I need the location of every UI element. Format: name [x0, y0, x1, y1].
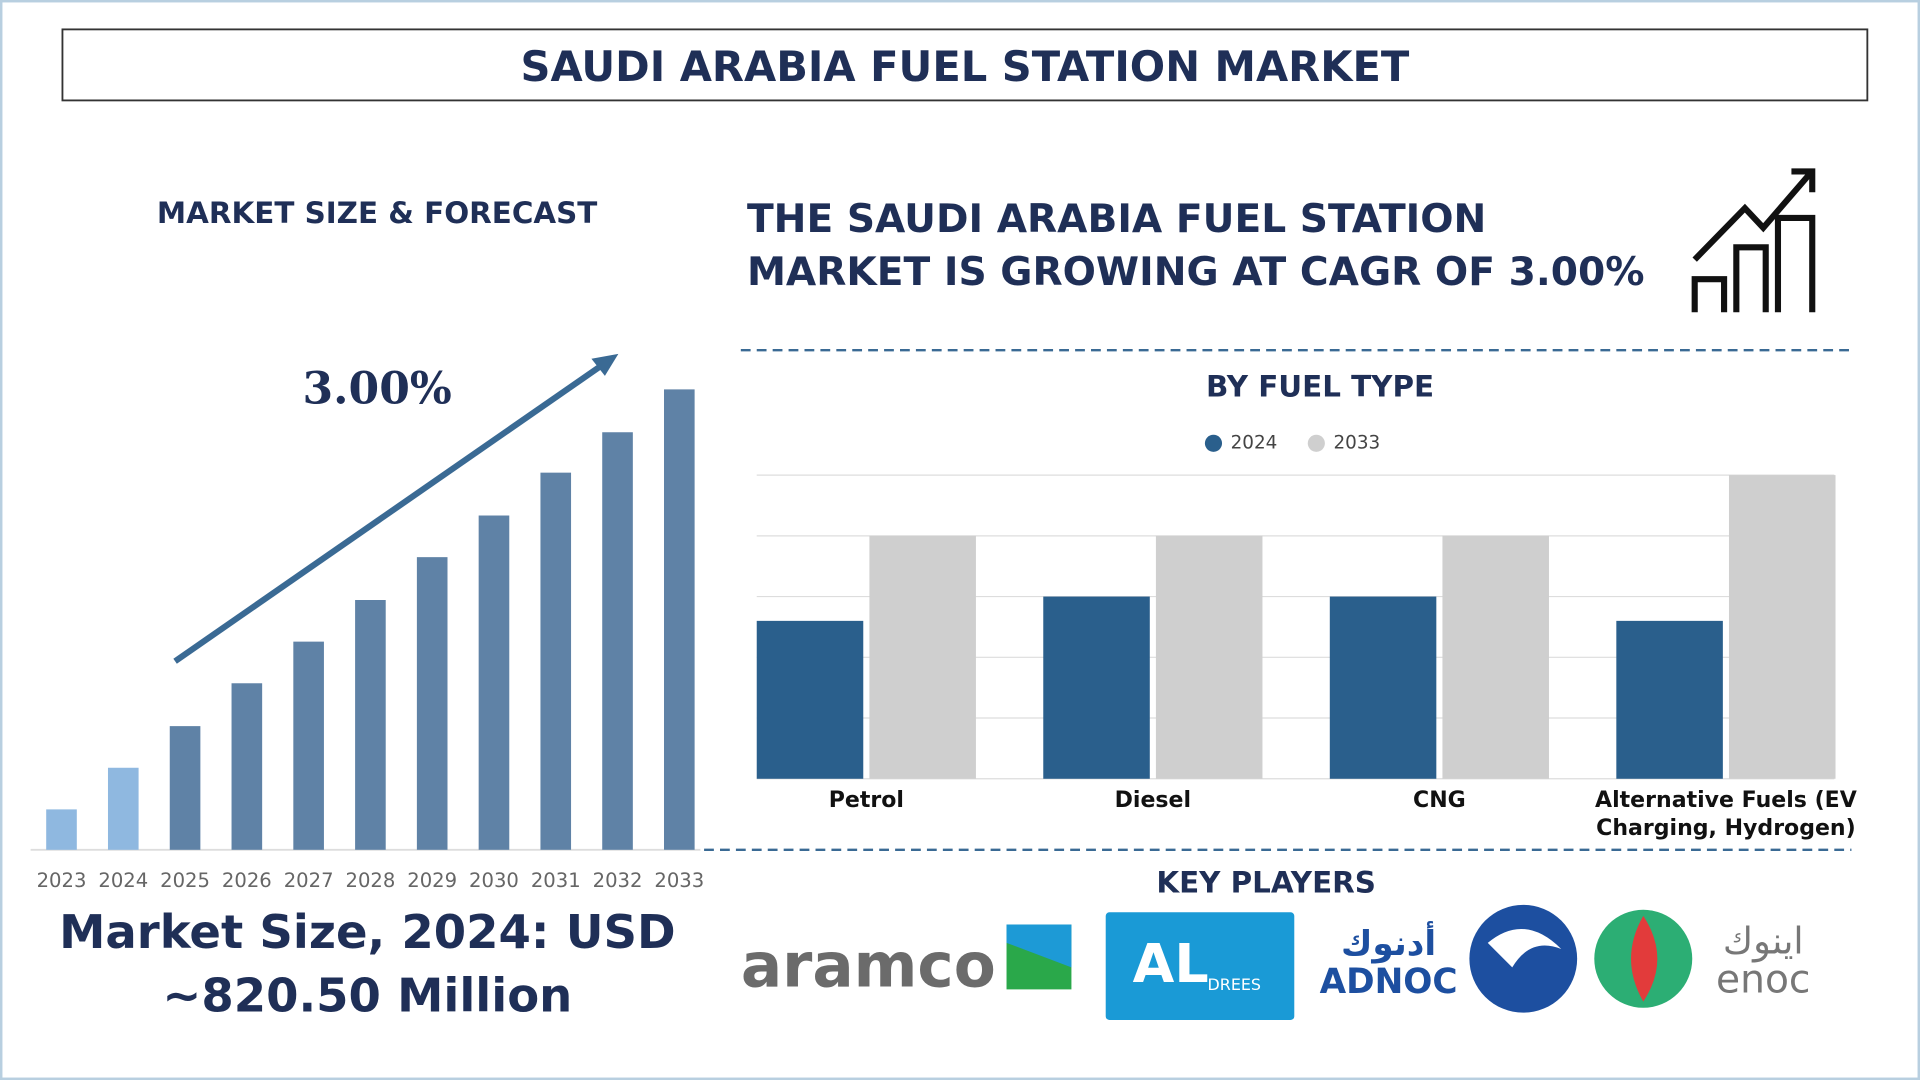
- logo-aldrees-box: [1105, 912, 1295, 1020]
- title: SAUDI ARABIA FUEL STATION MARKET: [520, 42, 1409, 91]
- fuel-chart-title: BY FUEL TYPE: [1206, 370, 1434, 404]
- x-tick-label: 2026: [222, 869, 272, 892]
- x-tick-label: Petrol: [828, 787, 904, 814]
- x-tick-label: 2033: [654, 869, 704, 892]
- bar: [293, 641, 324, 850]
- logo-enoc-mark: [1631, 915, 1658, 1002]
- market-size: Market Size, 2024: USD ~820.50 Million: [59, 904, 676, 1023]
- category-label-box: Alternative Fuels (EV Charging, Hydrogen…: [1595, 787, 1857, 842]
- logo-aramco: aramco: [741, 930, 996, 1001]
- logo-aramco-mark: [1006, 924, 1072, 968]
- legend-swatch: [1307, 434, 1325, 452]
- headline-line1: THE SAUDI ARABIA FUEL STATION: [747, 197, 1486, 242]
- cagr-label: 3.00%: [303, 363, 452, 414]
- bar: [1728, 475, 1836, 779]
- growth-icon: [1691, 168, 1816, 313]
- x-tick-label: 2032: [593, 869, 643, 892]
- bar: [169, 726, 201, 850]
- logo-adnoc: ADNOC: [1320, 962, 1458, 1002]
- bar: [231, 683, 263, 850]
- x-tick-label: CNG: [1413, 787, 1466, 814]
- bar: [540, 472, 572, 850]
- growth-arrow: [173, 353, 619, 664]
- forecast-heading: MARKET SIZE & FORECAST: [157, 196, 597, 230]
- logo-aldrees-al: AL: [1133, 932, 1209, 995]
- bar: [869, 535, 976, 779]
- logo-adnoc-mark: [1469, 904, 1578, 1013]
- category-label-box: CNG: [1413, 787, 1466, 814]
- category-label-box: Petrol: [828, 787, 904, 814]
- category-label-box: Diesel: [1114, 787, 1192, 814]
- logo-adnoc-mark: [1487, 928, 1562, 968]
- bar: [1442, 535, 1549, 779]
- bar: [664, 389, 695, 850]
- bar: [355, 600, 386, 850]
- logos: aramco AL DREES أدنوك ADNOC اينوك enoc: [741, 904, 1810, 1020]
- logo-aldrees-drees: DREES: [1208, 975, 1261, 994]
- bar: [1329, 596, 1437, 779]
- logo-enoc: enoc: [1716, 958, 1810, 1003]
- legend-swatch: [1204, 434, 1223, 452]
- x-tick-label: 2030: [469, 869, 519, 892]
- bar: [1616, 620, 1723, 779]
- x-tick-label: 2024: [98, 869, 148, 892]
- bar: [1155, 535, 1263, 779]
- bar: [1043, 596, 1150, 779]
- x-tick-label: Diesel: [1114, 787, 1192, 814]
- x-tick-label: 2025: [160, 869, 210, 892]
- x-tick-label: 2031: [531, 869, 581, 892]
- x-tick-label: Alternative Fuels (EV Charging, Hydrogen…: [1595, 787, 1857, 842]
- x-tick-label: 2029: [407, 869, 457, 892]
- bar: [478, 515, 510, 850]
- bar: [756, 620, 864, 779]
- logo-adnoc-ar: أدنوك: [1341, 921, 1436, 964]
- x-tick-label: 2023: [37, 869, 87, 892]
- title-box: [61, 28, 1869, 102]
- bar: [602, 432, 633, 850]
- market-size-box: Market Size, 2024: USD ~820.50 Million: [59, 904, 676, 1023]
- legend-label: 2024: [1231, 432, 1278, 453]
- bar: [46, 809, 77, 850]
- x-tick-label: 2027: [284, 869, 334, 892]
- logo-enoc-ar: اينوك: [1723, 919, 1804, 962]
- key-players-heading: KEY PLAYERS: [1156, 866, 1376, 900]
- bar: [107, 767, 139, 850]
- headline-line2: MARKET IS GROWING AT CAGR OF 3.00%: [747, 250, 1645, 295]
- legend-label: 2033: [1333, 432, 1380, 453]
- x-tick-label: 2028: [345, 869, 395, 892]
- bar: [416, 557, 448, 850]
